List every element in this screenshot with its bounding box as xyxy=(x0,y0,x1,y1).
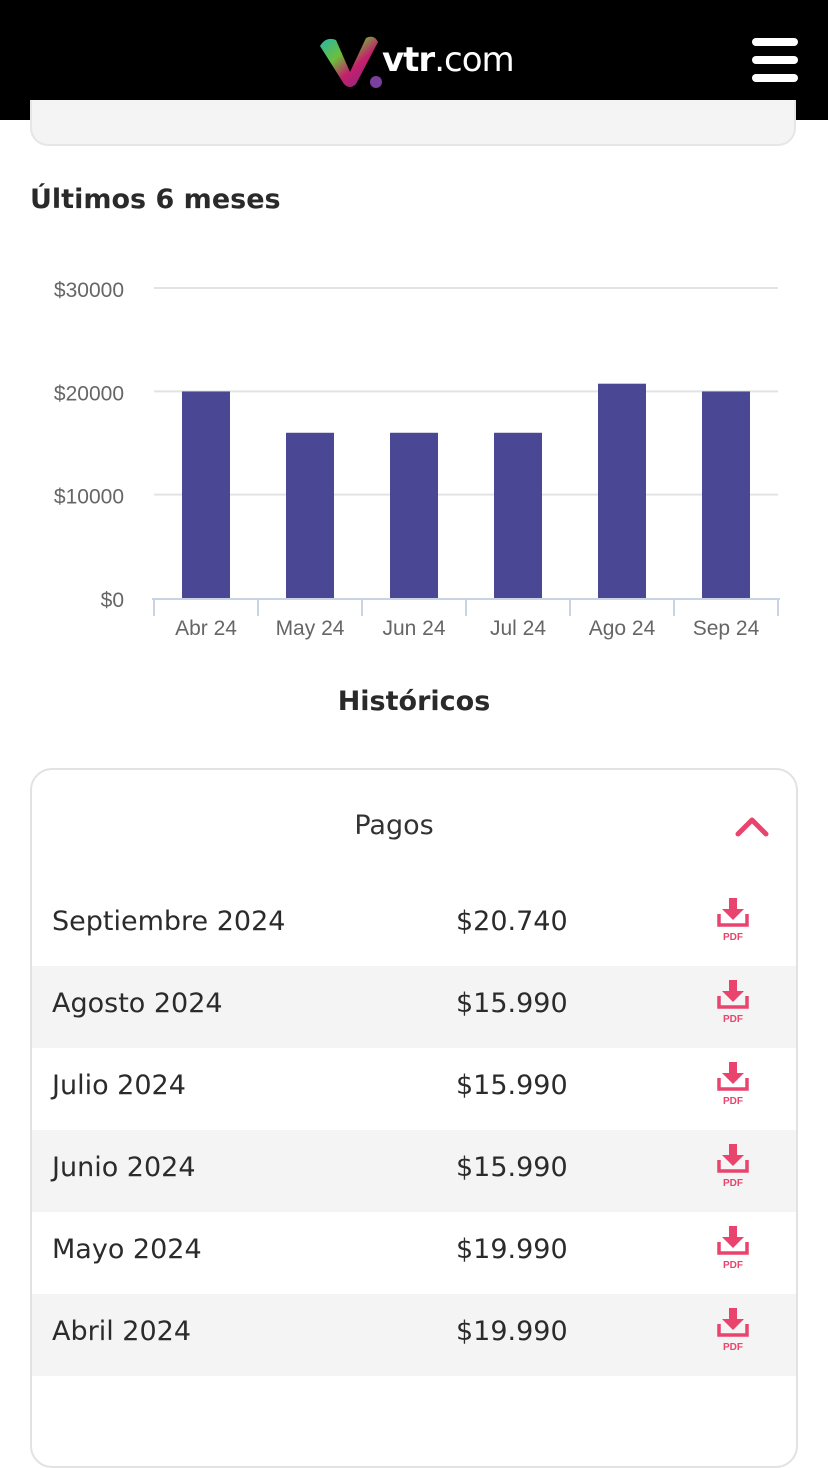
payment-amount: $15.990 xyxy=(456,988,568,1019)
payments-panel-header[interactable]: Pagos xyxy=(32,770,796,884)
svg-text:PDF: PDF xyxy=(723,1014,743,1025)
pdf-download-icon[interactable]: PDF xyxy=(716,898,750,944)
y-tick-label: $20000 xyxy=(54,382,124,405)
hamburger-icon-line xyxy=(752,56,798,64)
hamburger-icon xyxy=(752,38,798,46)
payments-panel-label: Pagos xyxy=(354,810,434,841)
x-tick-label: Abr 24 xyxy=(175,617,237,640)
svg-text:PDF: PDF xyxy=(723,1342,743,1353)
payment-amount: $15.990 xyxy=(456,1152,568,1183)
payment-row: Mayo 2024 $19.990 PDF xyxy=(32,1212,796,1294)
bar xyxy=(286,432,334,598)
bar xyxy=(598,383,646,598)
payment-month: Agosto 2024 xyxy=(52,988,223,1019)
pdf-download-icon[interactable]: PDF xyxy=(716,1226,750,1272)
pdf-download-icon[interactable]: PDF xyxy=(716,1144,750,1190)
payment-row: Abril 2024 $19.990 PDF xyxy=(32,1294,796,1376)
payment-month: Abril 2024 xyxy=(52,1316,192,1347)
chevron-up-icon[interactable] xyxy=(734,814,770,838)
pdf-download-icon[interactable]: PDF xyxy=(716,1308,750,1354)
payment-month: Septiembre 2024 xyxy=(52,906,286,937)
payment-amount: $15.990 xyxy=(456,1070,568,1101)
bar xyxy=(702,391,750,598)
payment-month: Mayo 2024 xyxy=(52,1234,202,1265)
payment-row: Julio 2024 $15.990 PDF xyxy=(32,1048,796,1130)
payment-month: Julio 2024 xyxy=(52,1070,186,1101)
vtr-logo[interactable]: vtr.com xyxy=(316,32,516,92)
logo-text: vtr.com xyxy=(382,40,515,80)
payments-panel: Pagos Septiembre 2024 $20.740 PDF Agosto 20… xyxy=(30,768,798,1468)
payment-row: Agosto 2024 $15.990 PDF xyxy=(32,966,796,1048)
svg-text:PDF: PDF xyxy=(723,1260,743,1271)
bar xyxy=(390,432,438,598)
summary-card-bottom xyxy=(30,100,796,146)
y-tick-label: $10000 xyxy=(54,486,124,509)
x-tick-label: May 24 xyxy=(276,617,345,640)
payment-amount: $19.990 xyxy=(456,1316,568,1347)
payment-row: Junio 2024 $15.990 PDF xyxy=(32,1130,796,1212)
pdf-download-icon[interactable]: PDF xyxy=(716,1062,750,1108)
y-tick-label: $0 xyxy=(101,589,124,612)
monthly-bar-chart: $0 $10000 $20000 $30000 Abr 24 May 24 Jun 24 Ju… xyxy=(0,250,828,660)
payments-list: Septiembre 2024 $20.740 PDF Agosto 2024 $15.… xyxy=(32,884,796,1376)
payment-amount: $19.990 xyxy=(456,1234,568,1265)
payment-row: Septiembre 2024 $20.740 PDF xyxy=(32,884,796,966)
bar xyxy=(494,432,542,598)
svg-text:PDF: PDF xyxy=(723,1096,743,1107)
payment-month: Junio 2024 xyxy=(52,1152,196,1183)
x-tick-label: Jul 24 xyxy=(490,617,546,640)
svg-text:PDF: PDF xyxy=(723,1178,743,1189)
hamburger-icon-line xyxy=(752,74,798,82)
pdf-download-icon[interactable]: PDF xyxy=(716,980,750,1026)
hamburger-menu-button[interactable] xyxy=(752,36,798,84)
bar xyxy=(182,391,230,598)
chart-section-title: Últimos 6 meses xyxy=(30,184,281,215)
bar-chart-svg: $0 $10000 $20000 $30000 Abr 24 May 24 Jun 24 Ju… xyxy=(54,279,780,640)
x-tick-label: Sep 24 xyxy=(693,617,760,640)
payment-amount: $20.740 xyxy=(456,906,568,937)
x-tick-label: Jun 24 xyxy=(382,617,445,640)
svg-text:PDF: PDF xyxy=(723,932,743,943)
historicos-title: Históricos xyxy=(337,686,491,717)
x-tick-label: Ago 24 xyxy=(589,617,656,640)
y-tick-label: $30000 xyxy=(54,279,124,302)
vtr-logo-icon xyxy=(320,36,382,88)
